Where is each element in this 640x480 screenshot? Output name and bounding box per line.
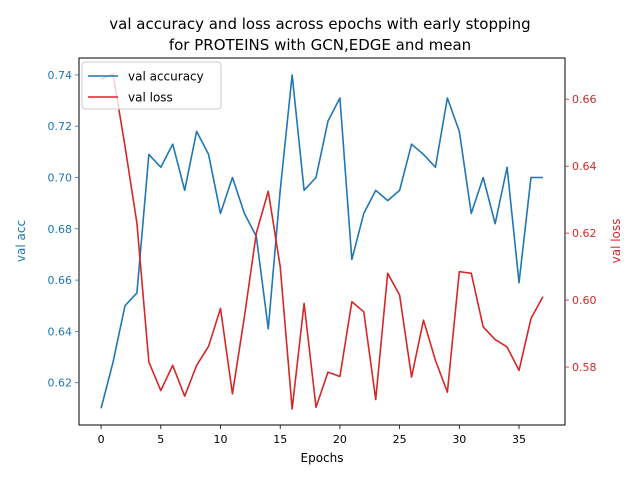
y-left-tick-label: 0.70 [48, 172, 73, 185]
x-tick-label: 30 [452, 433, 466, 446]
y-left-tick-label: 0.62 [48, 377, 73, 390]
chart-title-line2: for PROTEINS with GCN,EDGE and mean [169, 36, 471, 54]
y-axis-right-label: val loss [609, 219, 623, 264]
legend-label-val-loss: val loss [128, 91, 173, 105]
y-right-tick-label: 0.62 [572, 227, 597, 240]
x-tick-label: 0 [98, 433, 105, 446]
y-right-tick-label: 0.60 [572, 294, 597, 307]
chart-title-line1: val accuracy and loss across epochs with… [109, 15, 530, 33]
series-line-val-accuracy [100, 74, 543, 409]
legend: val accuracy val loss [81, 61, 222, 110]
series-layer [100, 73, 544, 410]
y-right-tick-label: 0.66 [572, 93, 597, 106]
y-left-tick-label: 0.72 [48, 120, 73, 133]
y-axis-left-ticks: 0.62 0.64 0.66 0.68 0.70 0.72 0.74 [48, 69, 79, 390]
y-axis-left-label: val acc [14, 220, 28, 262]
x-axis-ticks: 0 5 10 15 20 25 30 35 [98, 425, 526, 446]
x-tick-label: 20 [333, 433, 347, 446]
y-left-tick-label: 0.64 [48, 325, 73, 338]
y-left-tick-label: 0.66 [48, 274, 73, 287]
y-right-tick-label: 0.64 [572, 160, 597, 173]
axes-frame [78, 57, 566, 426]
y-left-tick-label: 0.68 [48, 223, 73, 236]
y-right-tick-label: 0.58 [572, 361, 597, 374]
plot-area: 0 5 10 15 20 25 30 35 0.620.640.660.680.700.720… [48, 57, 597, 446]
x-tick-label: 15 [273, 433, 287, 446]
x-tick-label: 10 [214, 433, 228, 446]
y-left-tick-label: 0.74 [48, 69, 73, 82]
series-line-val-loss [100, 73, 544, 410]
x-tick-label: 35 [512, 433, 526, 446]
x-axis-label: Epochs [301, 451, 344, 465]
x-tick-label: 5 [157, 433, 164, 446]
y-axis-right-ticks: 0.58 0.60 0.62 0.64 0.66 [565, 93, 597, 374]
legend-label-val-accuracy: val accuracy [128, 70, 204, 84]
x-tick-label: 25 [393, 433, 407, 446]
